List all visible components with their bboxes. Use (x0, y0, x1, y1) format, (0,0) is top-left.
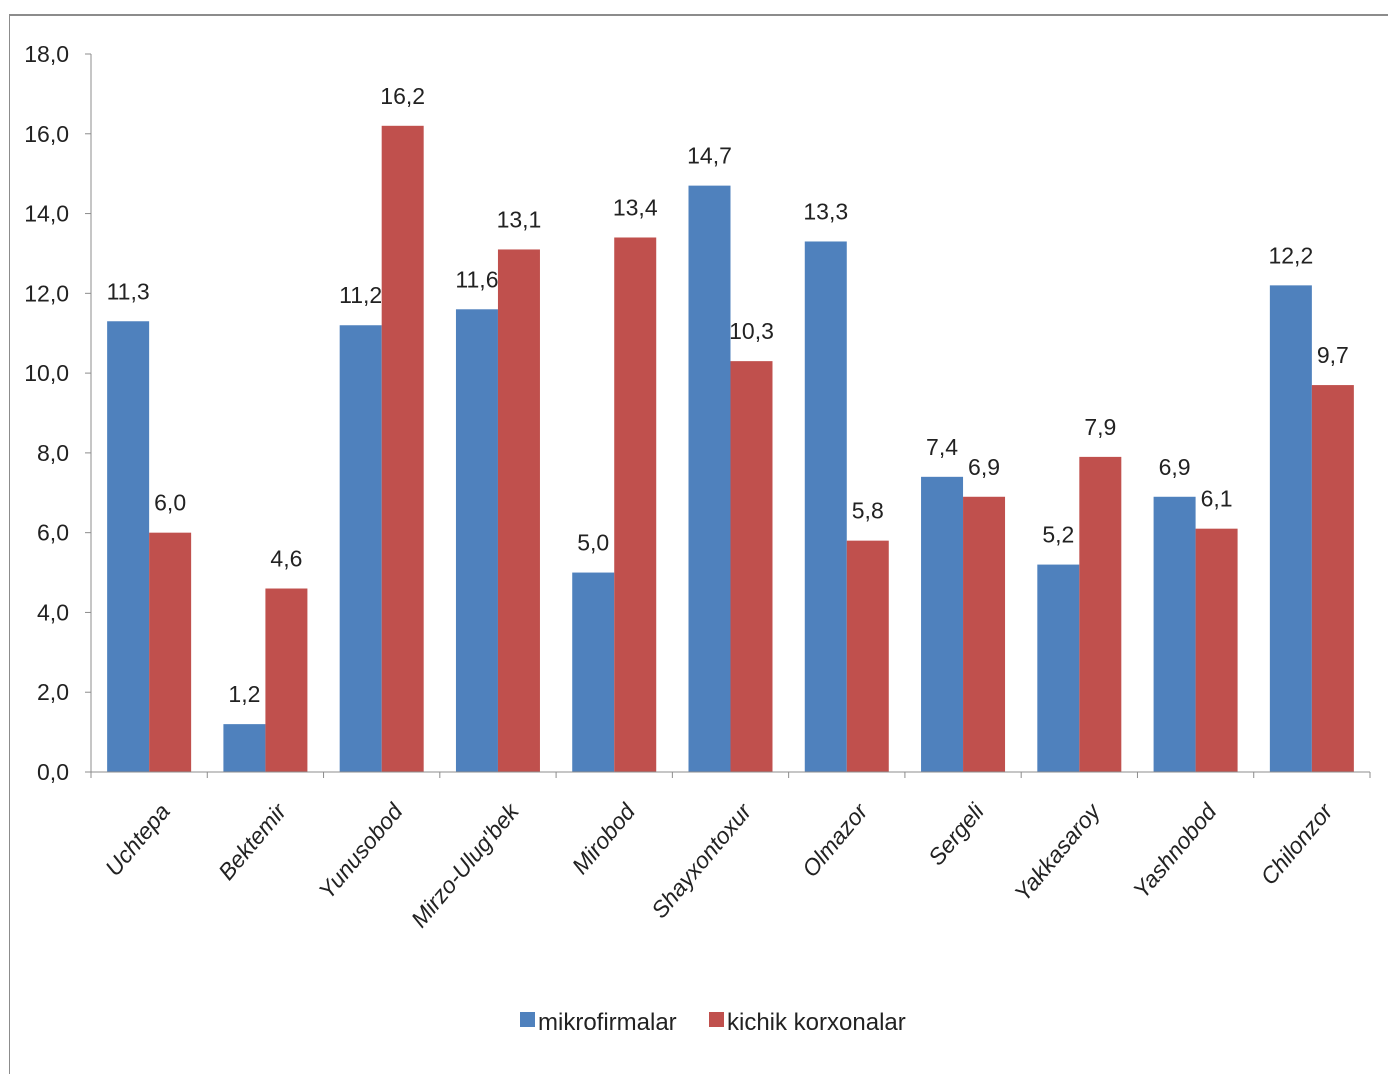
chart-frame (9, 14, 1388, 1074)
bar-mikrofirmalar (339, 325, 382, 772)
y-tick-label: 6,0 (37, 520, 69, 546)
bar-kichik-korxonalar (381, 125, 424, 773)
bar-kichik-korxonalar (963, 496, 1006, 772)
bar-mikrofirmalar (1269, 285, 1312, 772)
x-category-label: Mirobod (567, 798, 641, 879)
bar-mikrofirmalar (921, 476, 964, 772)
data-label: 7,4 (926, 434, 958, 460)
data-label: 6,0 (154, 490, 186, 516)
data-label: 14,7 (687, 143, 732, 169)
bar-mikrofirmalar (223, 724, 266, 772)
data-label: 13,3 (803, 198, 848, 224)
data-label: 5,8 (852, 498, 884, 524)
x-category-label: Yashnobod (1128, 798, 1222, 903)
bar-kichik-korxonalar (1195, 528, 1238, 772)
bar-kichik-korxonalar (730, 361, 773, 772)
bar-kichik-korxonalar (1311, 385, 1354, 772)
bar-mikrofirmalar (1037, 564, 1080, 772)
data-label: 11,3 (107, 278, 150, 304)
data-label: 11,2 (339, 282, 382, 308)
legend-label-kichik-korxonalar: kichik korxonalar (727, 1009, 906, 1036)
data-label: 7,9 (1084, 414, 1116, 440)
bar-kichik-korxonalar (149, 532, 192, 772)
x-category-label: Mirzo-Ulug'bek (406, 797, 525, 932)
x-category-label: Sergeli (923, 798, 990, 870)
legend-swatch-kichik-korxonalar (709, 1012, 724, 1027)
data-label: 1,2 (228, 681, 260, 707)
y-tick-label: 14,0 (24, 201, 69, 227)
x-category-label: Yakkasaroy (1009, 797, 1106, 906)
bar-mikrofirmalar (1153, 496, 1196, 772)
data-label: 6,1 (1201, 486, 1233, 512)
x-category-label: Shayxontoxur (646, 797, 757, 922)
data-label: 13,4 (613, 194, 658, 220)
bar-mikrofirmalar (688, 185, 731, 773)
data-label: 5,0 (577, 530, 609, 556)
data-label: 4,6 (270, 546, 302, 572)
data-label: 6,9 (1159, 454, 1191, 480)
bar-kichik-korxonalar (846, 540, 889, 772)
bar-kichik-korxonalar (614, 237, 657, 772)
x-category-label: Chilonzor (1255, 797, 1338, 889)
y-tick-label: 16,0 (24, 121, 69, 147)
y-tick-label: 4,0 (37, 599, 69, 625)
data-label: 5,2 (1042, 522, 1074, 548)
y-tick-label: 18,0 (24, 41, 69, 67)
x-category-label: Bektemir (213, 797, 292, 884)
data-label: 16,2 (380, 83, 425, 109)
data-label: 10,3 (729, 318, 774, 344)
data-label: 13,1 (497, 206, 542, 232)
x-category-label: Olmazor (797, 797, 874, 881)
y-tick-label: 2,0 (37, 679, 69, 705)
data-label: 9,7 (1317, 342, 1349, 368)
data-label: 6,9 (968, 454, 1000, 480)
y-tick-label: 10,0 (24, 360, 69, 386)
y-tick-label: 8,0 (37, 440, 69, 466)
bar-kichik-korxonalar (497, 249, 540, 772)
y-tick-label: 12,0 (24, 280, 69, 306)
bar-mikrofirmalar (804, 241, 847, 772)
bar-kichik-korxonalar (265, 588, 308, 772)
y-tick-label: 0,0 (37, 759, 69, 785)
bar-mikrofirmalar (107, 321, 150, 772)
x-category-label: Uchtepa (100, 799, 175, 881)
x-category-label: Yunusobod (313, 798, 408, 904)
bar-mikrofirmalar (455, 309, 498, 772)
bar-mikrofirmalar (572, 572, 615, 772)
data-label: 12,2 (1268, 242, 1313, 268)
legend-swatch-mikrofirmalar (520, 1012, 535, 1027)
bar-kichik-korxonalar (1079, 456, 1122, 772)
data-label: 11,6 (455, 266, 498, 292)
legend-label-mikrofirmalar: mikrofirmalar (538, 1009, 677, 1036)
